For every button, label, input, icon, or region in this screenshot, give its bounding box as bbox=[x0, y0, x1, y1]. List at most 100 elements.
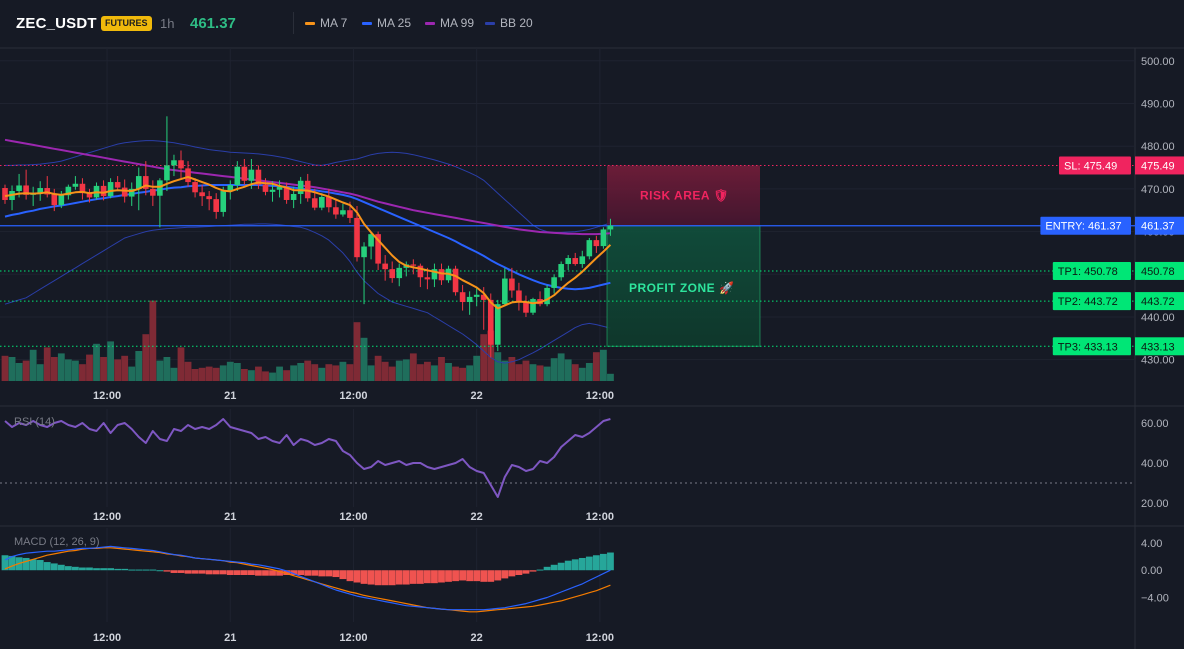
candle-body[interactable] bbox=[424, 277, 431, 280]
candle-body[interactable] bbox=[16, 185, 22, 192]
candle-body[interactable] bbox=[290, 194, 297, 200]
candle-body[interactable] bbox=[516, 290, 522, 303]
volume-bar bbox=[395, 360, 403, 381]
candle-body[interactable] bbox=[248, 169, 255, 181]
candle-body[interactable] bbox=[607, 225, 614, 230]
candle-body[interactable] bbox=[114, 182, 121, 188]
candle-body[interactable] bbox=[347, 210, 353, 218]
candle-body[interactable] bbox=[326, 196, 332, 208]
volume-bar bbox=[135, 351, 143, 381]
profit-zone[interactable] bbox=[606, 225, 761, 347]
legend-ma7[interactable]: MA 7 bbox=[305, 16, 347, 30]
candle-body[interactable] bbox=[319, 196, 325, 208]
macd-histogram-bar bbox=[557, 562, 565, 571]
candle-body[interactable] bbox=[79, 183, 86, 194]
candle-body[interactable] bbox=[37, 188, 43, 194]
candle-body[interactable] bbox=[551, 277, 557, 288]
candle-body[interactable] bbox=[417, 265, 424, 278]
candle-body[interactable] bbox=[58, 195, 65, 206]
last-price: 461.37 bbox=[190, 15, 236, 32]
candle-body[interactable] bbox=[185, 168, 191, 183]
level-tag[interactable] bbox=[1052, 337, 1131, 356]
candle-body[interactable] bbox=[241, 166, 248, 181]
candle-body[interactable] bbox=[495, 304, 501, 345]
candle-body[interactable] bbox=[128, 188, 135, 197]
candle-body[interactable] bbox=[143, 176, 149, 189]
candle-body[interactable] bbox=[199, 192, 205, 197]
candle-body[interactable] bbox=[276, 186, 283, 190]
candle-body[interactable] bbox=[65, 186, 72, 196]
candle-body[interactable] bbox=[586, 240, 593, 257]
level-tag[interactable] bbox=[1059, 156, 1131, 175]
candle-body[interactable] bbox=[544, 287, 550, 305]
candle-body[interactable] bbox=[473, 294, 480, 297]
candle-body[interactable] bbox=[382, 263, 388, 270]
candle-body[interactable] bbox=[283, 186, 290, 200]
candle-body[interactable] bbox=[431, 269, 438, 280]
candle-body[interactable] bbox=[51, 194, 58, 206]
candle-body[interactable] bbox=[410, 264, 417, 266]
candle-body[interactable] bbox=[361, 246, 367, 258]
candle-body[interactable] bbox=[135, 176, 142, 189]
candle-body[interactable] bbox=[220, 191, 227, 212]
timeframe-selector[interactable]: 1h bbox=[160, 16, 175, 31]
candle-body[interactable] bbox=[23, 185, 29, 195]
candle-body[interactable] bbox=[107, 182, 114, 197]
candle-body[interactable] bbox=[466, 296, 473, 303]
candle-body[interactable] bbox=[579, 256, 586, 265]
candle-body[interactable] bbox=[234, 166, 241, 186]
candle-body[interactable] bbox=[255, 169, 262, 185]
level-tag[interactable] bbox=[1052, 292, 1131, 311]
candle-body[interactable] bbox=[502, 278, 508, 305]
candle-body[interactable] bbox=[44, 188, 51, 195]
candle-body[interactable] bbox=[171, 160, 177, 166]
candle-body[interactable] bbox=[368, 234, 374, 247]
candle-body[interactable] bbox=[72, 183, 79, 187]
candle-body[interactable] bbox=[86, 193, 93, 198]
candle-body[interactable] bbox=[389, 269, 395, 279]
candle-body[interactable] bbox=[396, 267, 403, 279]
legend-ma25[interactable]: MA 25 bbox=[362, 16, 411, 30]
candle-body[interactable] bbox=[2, 188, 8, 200]
candle-body[interactable] bbox=[304, 180, 311, 199]
candle-body[interactable] bbox=[523, 302, 529, 313]
risk-area-zone[interactable] bbox=[607, 165, 760, 226]
candle-body[interactable] bbox=[558, 264, 564, 278]
candle-body[interactable] bbox=[164, 165, 170, 181]
candle-body[interactable] bbox=[452, 268, 459, 293]
level-tag[interactable] bbox=[1052, 261, 1131, 280]
level-tag[interactable] bbox=[1040, 216, 1131, 235]
macd-histogram-bar bbox=[466, 570, 474, 582]
candle-body[interactable] bbox=[333, 207, 339, 215]
candle-body[interactable] bbox=[354, 217, 360, 258]
candle-body[interactable] bbox=[459, 292, 466, 303]
candle-body[interactable] bbox=[178, 160, 184, 169]
legend-ma99[interactable]: MA 99 bbox=[425, 16, 474, 30]
candle-body[interactable] bbox=[213, 199, 219, 212]
legend-bb20[interactable]: BB 20 bbox=[485, 16, 533, 30]
candle-body[interactable] bbox=[438, 269, 445, 281]
candle-body[interactable] bbox=[150, 188, 156, 196]
candle-body[interactable] bbox=[100, 185, 107, 197]
candle-body[interactable] bbox=[480, 294, 487, 300]
candle-body[interactable] bbox=[311, 198, 318, 208]
candle-body[interactable] bbox=[192, 182, 198, 193]
candle-body[interactable] bbox=[593, 240, 600, 247]
candle-body[interactable] bbox=[269, 189, 276, 192]
candle-body[interactable] bbox=[487, 299, 494, 345]
candle-body[interactable] bbox=[121, 187, 128, 197]
candle-body[interactable] bbox=[572, 258, 579, 265]
candle-body[interactable] bbox=[565, 258, 571, 265]
candle-body[interactable] bbox=[375, 234, 381, 264]
candle-body[interactable] bbox=[227, 185, 234, 192]
candle-body[interactable] bbox=[509, 278, 515, 291]
candle-body[interactable] bbox=[340, 210, 346, 215]
candle-body[interactable] bbox=[157, 180, 163, 196]
candle-body[interactable] bbox=[297, 180, 304, 195]
candle-body[interactable] bbox=[206, 196, 212, 200]
candle-body[interactable] bbox=[262, 184, 269, 192]
candle-body[interactable] bbox=[600, 229, 607, 247]
candle-body[interactable] bbox=[530, 299, 536, 313]
symbol-name[interactable]: ZEC_USDT bbox=[16, 15, 97, 32]
